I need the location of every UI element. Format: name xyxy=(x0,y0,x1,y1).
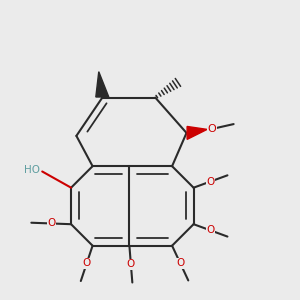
Text: HO: HO xyxy=(24,165,40,175)
Polygon shape xyxy=(187,126,207,140)
Text: O: O xyxy=(176,258,184,268)
Text: O: O xyxy=(208,124,216,134)
Text: O: O xyxy=(127,259,135,269)
Text: O: O xyxy=(47,218,55,229)
Text: O: O xyxy=(82,258,91,268)
Text: O: O xyxy=(206,225,214,236)
Text: O: O xyxy=(206,176,214,187)
Polygon shape xyxy=(96,72,109,97)
